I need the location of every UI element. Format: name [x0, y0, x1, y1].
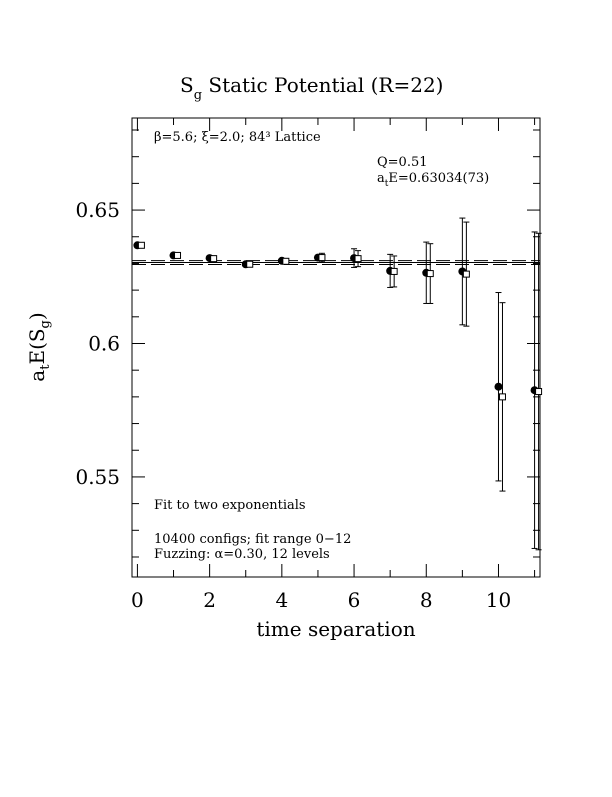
fit-band [132, 260, 540, 265]
y-axis-label: atE(Sg) [25, 312, 53, 381]
fuzzing-annotation: Fuzzing: α=0.30, 12 levels [154, 547, 330, 562]
data-point-square [318, 254, 326, 262]
data-point-square [174, 251, 182, 259]
configs-annotation: 10400 configs; fit range 0−12 [154, 532, 351, 547]
data-point-square [246, 260, 254, 268]
axis-ticks [132, 118, 540, 577]
axis-tick-labels: 0 2 4 6 8 10 0.55 0.6 0.65 [75, 198, 511, 612]
fit-result-rest: E=0.63034(73) [388, 171, 489, 186]
x-tick-label: 10 [486, 588, 511, 612]
fit-result-prefix: a [377, 171, 385, 186]
chart-title: Sg Static Potential (R=22) [180, 73, 443, 103]
plot-frame [131, 117, 541, 578]
q-value-annotation: Q=0.51 [377, 155, 428, 170]
data-point-square [535, 388, 543, 396]
data-point-square [498, 393, 506, 401]
x-axis-label: time separation [256, 617, 415, 641]
data-point-square [354, 255, 362, 263]
data-point-square [210, 255, 218, 263]
y-tick-label: 0.55 [75, 465, 120, 489]
x-tick-label: 2 [203, 588, 216, 612]
chart-title-main: S [180, 73, 194, 97]
fit-result-annotation: atE=0.63034(73) [377, 171, 489, 189]
y-tick-label: 0.65 [75, 198, 120, 222]
data-point-square [462, 270, 470, 278]
lattice-annotation: β=5.6; ξ=2.0; 84³ Lattice [154, 130, 321, 145]
x-tick-label: 6 [348, 588, 361, 612]
data-point-circle [494, 382, 503, 391]
data-series [133, 217, 543, 551]
chart-title-sub: g [194, 88, 202, 103]
chart-title-rest: Static Potential (R=22) [202, 73, 443, 97]
fit-type-annotation: Fit to two exponentials [154, 498, 306, 513]
x-tick-label: 0 [131, 588, 144, 612]
fit-result-sub: t [385, 179, 389, 189]
data-point-square [282, 257, 290, 265]
data-point-square [426, 270, 434, 278]
x-tick-label: 4 [275, 588, 288, 612]
data-point-square [390, 267, 398, 275]
x-tick-label: 8 [420, 588, 433, 612]
data-point-square [137, 241, 145, 249]
y-tick-label: 0.6 [88, 331, 120, 355]
